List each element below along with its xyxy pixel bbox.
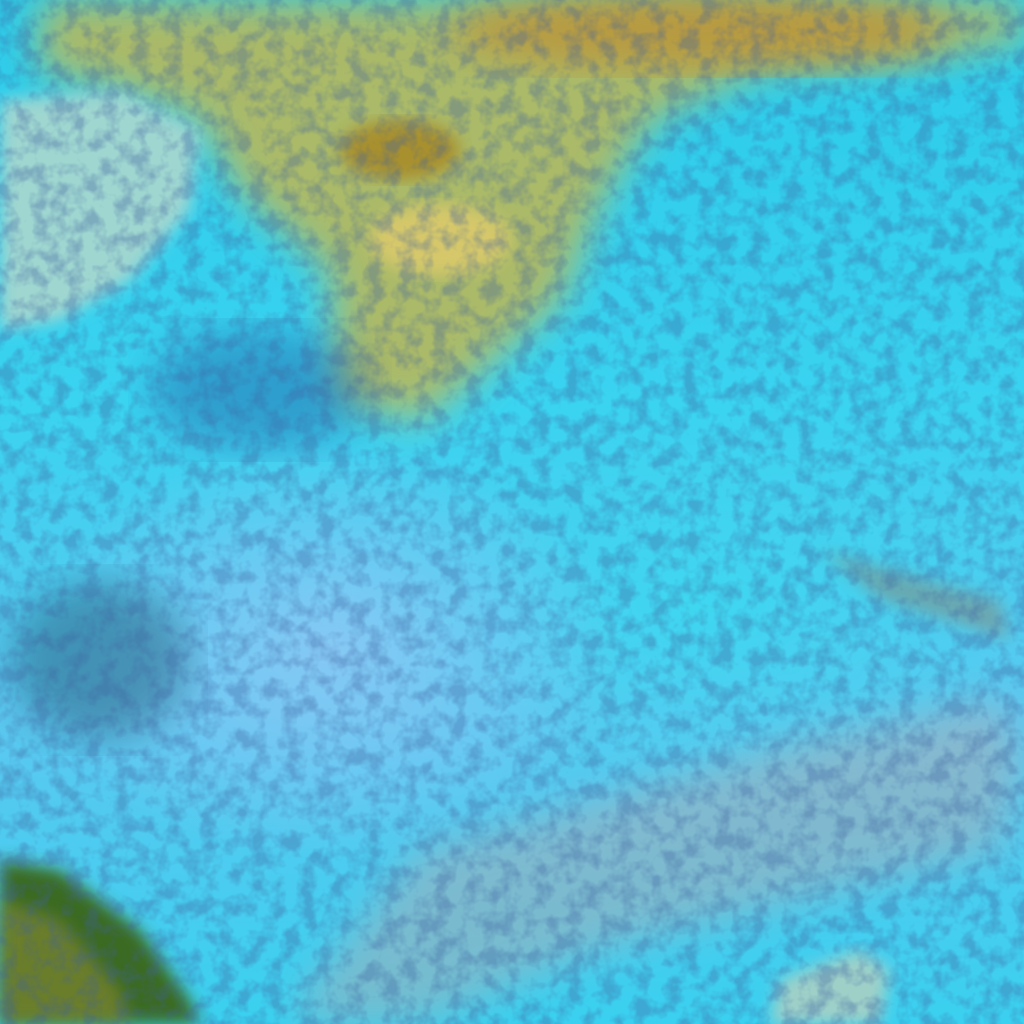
satellite-image	[0, 0, 1024, 1024]
cloud-texture	[0, 0, 1024, 1024]
terrain-layer	[0, 0, 1024, 1024]
